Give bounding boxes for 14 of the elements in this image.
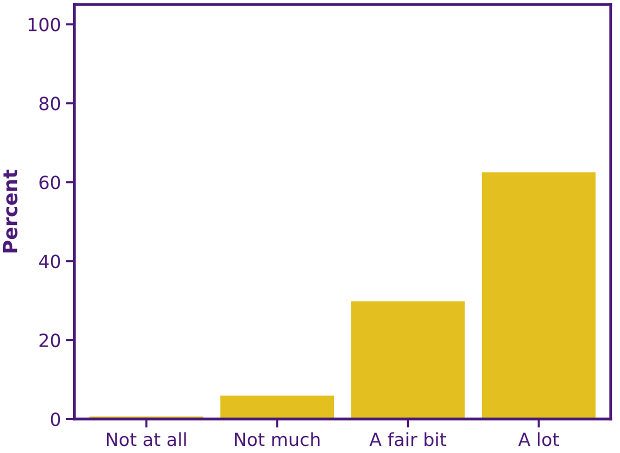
x-tick-label: Not at all — [106, 432, 186, 446]
y-axis-title: Percent — [2, 170, 18, 252]
x-tick-label: A fair bit — [369, 432, 446, 446]
y-tick-label: 0 — [50, 412, 60, 426]
bar — [218, 394, 336, 420]
y-tick-label: 100 — [28, 18, 60, 32]
bar — [350, 300, 466, 420]
y-tick-label: 80 — [39, 96, 60, 110]
y-tick-label: 40 — [39, 254, 60, 268]
y-tick-label: 60 — [39, 176, 60, 190]
bar — [480, 170, 598, 420]
x-tick-label: Not much — [235, 432, 320, 446]
x-tick-label: A lot — [518, 432, 559, 446]
y-tick-label: 20 — [40, 334, 60, 348]
